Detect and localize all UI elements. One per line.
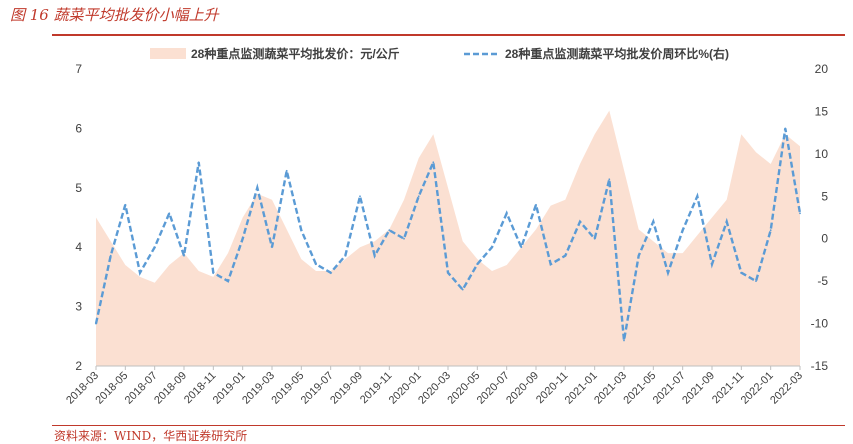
x-tick-label: 2022-03 <box>768 370 805 407</box>
source-note: 资料来源：WIND，华西证券研究所 <box>54 429 248 443</box>
series-line-wow-point <box>285 169 288 172</box>
series-line-wow-point <box>696 195 699 198</box>
series-area-price <box>96 110 800 366</box>
series-line-wow-point <box>373 254 376 257</box>
series-line-wow-point <box>432 161 435 164</box>
y-left-tick-label: 2 <box>75 359 82 373</box>
series-line-wow-point <box>520 246 523 249</box>
x-tick-label: 2019-09 <box>328 370 365 407</box>
x-tick-label: 2020-09 <box>504 370 541 407</box>
series-line-wow-point <box>139 271 141 274</box>
series-line-wow-point <box>315 263 317 266</box>
series-line-wow-point <box>417 195 420 198</box>
x-tick-label: 2021-09 <box>680 370 717 407</box>
top-divider <box>52 34 845 36</box>
area-layer <box>96 110 800 366</box>
series-line-wow-point <box>549 263 552 266</box>
series-line-wow-point <box>637 254 640 257</box>
series-line-wow-point <box>388 229 391 232</box>
series-line-wow-point <box>593 237 596 240</box>
series-line-wow-point <box>608 178 611 181</box>
y-left-tick-label: 7 <box>75 62 82 76</box>
series-line-wow-point <box>95 322 97 325</box>
series-line-wow-point <box>271 246 273 249</box>
series-line-wow-point <box>329 271 332 274</box>
series-line-wow-point <box>491 246 493 249</box>
y-right-tick-label: 5 <box>821 189 828 203</box>
series-line-wow-point <box>711 263 713 266</box>
series-line-wow-point <box>109 254 112 257</box>
x-tick-label: 2018-09 <box>152 370 189 407</box>
y-right-tick-label: 0 <box>821 232 828 246</box>
series-line-wow-point <box>476 263 479 266</box>
legend-label-price: 28种重点监测蔬菜平均批发价：元/公斤 <box>191 46 400 61</box>
series-line-wow-point <box>153 246 156 249</box>
series-line-wow-point <box>725 220 728 223</box>
y-right-tick-label: -10 <box>811 317 829 331</box>
bottom-divider <box>52 425 845 426</box>
y-left-tick-label: 6 <box>75 121 82 135</box>
series-line-wow-point <box>681 229 684 232</box>
series-line-wow-point <box>799 212 801 215</box>
series-line-wow-point <box>124 203 127 206</box>
series-line-wow-point <box>197 161 200 164</box>
series-line-wow-point <box>359 195 361 198</box>
series-line-wow-point <box>183 254 185 257</box>
y-right-tick-label: 20 <box>815 62 829 76</box>
series-line-wow-point <box>535 203 537 206</box>
legend-swatch-price <box>150 48 186 59</box>
legend-label-wow: 28种重点监测蔬菜平均批发价周环比%(右) <box>505 46 729 61</box>
series-line-wow-point <box>784 127 787 130</box>
series-line-wow-point <box>667 271 669 274</box>
series-line-wow-point <box>623 339 625 342</box>
series-line-wow-point <box>403 237 405 240</box>
series-line-wow-point <box>740 271 743 274</box>
series-line-wow-point <box>300 229 303 232</box>
series-line-wow-point <box>461 288 464 291</box>
y-right-tick-label: -15 <box>811 359 829 373</box>
series-line-wow-point <box>168 212 171 215</box>
y-right-tick-label: 10 <box>815 147 829 161</box>
series-line-wow-point <box>241 237 244 240</box>
series-line-wow-point <box>755 280 757 282</box>
legend: 28种重点监测蔬菜平均批发价：元/公斤 28种重点监测蔬菜平均批发价周环比%(右) <box>150 46 729 61</box>
series-line-wow-point <box>505 212 508 215</box>
y-left-tick-label: 5 <box>75 181 82 195</box>
y-right-tick-label: -5 <box>817 274 828 288</box>
series-line-wow-point <box>256 186 259 189</box>
series-line-wow-point <box>212 271 215 274</box>
line-layer <box>94 127 802 342</box>
series-line-wow-point <box>564 254 567 257</box>
figure-title: 图 16 蔬菜平均批发价小幅上升 <box>10 6 219 24</box>
y-left-tick-label: 3 <box>75 300 82 314</box>
series-line-wow-point <box>769 229 772 232</box>
y-left-tick-label: 4 <box>75 240 82 254</box>
series-line-wow-point <box>344 254 347 257</box>
series-line-wow-point <box>227 280 229 282</box>
y-right-tick-label: 15 <box>815 104 829 118</box>
series-line-wow-point <box>652 220 655 223</box>
series-line-wow-point <box>447 271 449 274</box>
series-line-wow-point <box>579 220 581 223</box>
